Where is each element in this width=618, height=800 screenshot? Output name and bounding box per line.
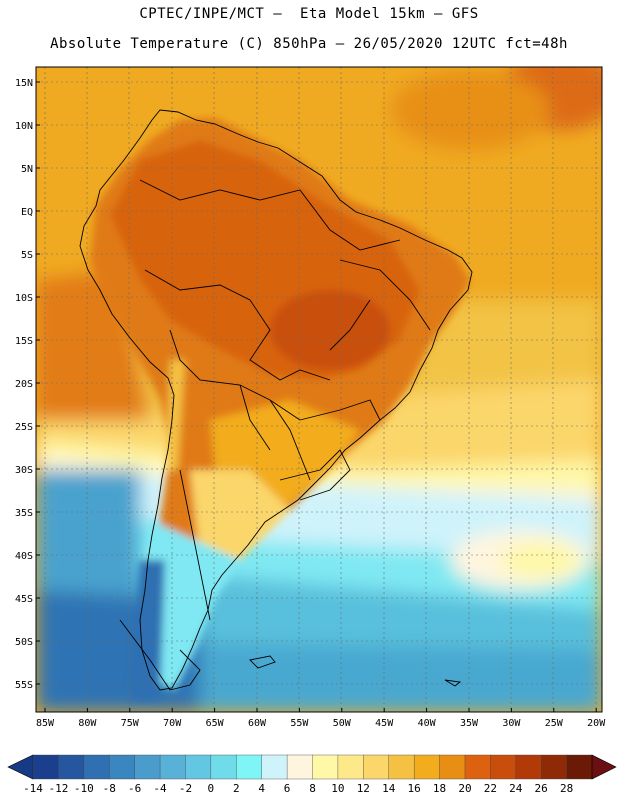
colorbar-swatch [185,754,212,780]
lon-label: 60W [248,718,267,729]
colorbar-swatch [439,754,466,780]
lat-label: 35S [15,508,33,519]
colorbar-label: -10 [73,782,94,795]
lon-label: 55W [290,718,309,729]
colorbar-swatch [337,754,364,780]
lon-label: 80W [78,718,97,729]
colorbar-swatch [312,754,339,780]
colorbar-swatch [490,754,517,780]
lat-label: EQ [21,207,33,218]
lon-label: 65W [206,718,225,729]
lat-label: 5N [21,164,33,175]
colorbar-label: 2 [232,782,240,795]
title-line-2: Absolute Temperature (C) 850hPa – 26/05/… [50,36,568,52]
colorbar-label: 22 [483,782,497,795]
map-frame [35,66,603,713]
lat-label: 50S [15,637,33,648]
colorbar-swatch [83,754,110,780]
colorbar-swatch [540,754,568,780]
colorbar-label: 10 [331,782,345,795]
colorbar-label: 24 [509,782,523,795]
colorbar-label: 8 [309,782,316,795]
colorbar-label: 4 [258,782,265,795]
country-borders [79,109,473,691]
colorbar-label: -12 [48,782,69,795]
colorbar-swatch [261,754,288,780]
colorbar-label: 14 [382,782,396,795]
colorbar-swatch [32,754,59,780]
title-line-1: CPTEC/INPE/MCT – Eta Model 15km – GFS [139,6,479,22]
colorbar-label: 6 [283,782,291,795]
colorbar-swatch [286,754,314,780]
lon-label: 50W [333,718,352,729]
colorbar-label: 26 [534,782,548,795]
colorbar-label: 16 [407,782,421,795]
colorbar-swatch [210,754,237,780]
colorbar-swatch [363,754,390,780]
colorbar-label: -14 [23,782,43,795]
lon-label: 70W [163,718,182,729]
lat-label: 10N [15,121,33,132]
colorbar-swatch [134,754,161,780]
lat-label: 5S [21,250,33,261]
colorbar-swatch [413,754,441,780]
colorbar [7,754,617,780]
colorbar-label: 20 [458,782,472,795]
colorbar-label: 18 [432,782,447,795]
lat-label: 15S [15,336,33,347]
lat-label: 10S [15,293,33,304]
lat-label: 45S [15,594,33,605]
lon-label: 85W [36,718,55,729]
colorbar-swatch [464,754,491,780]
colorbar-label: -6 [128,782,142,795]
lon-label: 25W [545,718,564,729]
colorbar-under-arrow [7,754,34,780]
lat-label: 25S [15,422,33,433]
colorbar-label: 12 [356,782,370,795]
colorbar-swatch [58,754,85,780]
colorbar-swatch [109,754,136,780]
latitude-axis: 15N 10N 5N EQ 5S 10S 15S 20S 25S 30S 35S 40S 45S 50S 5… [15,78,40,691]
colorbar-label: 28 [559,782,574,795]
lat-label: 55S [15,680,33,691]
colorbar-label: -4 [153,782,167,795]
colorbar-swatch [236,754,263,780]
lon-label: 35W [460,718,479,729]
lon-label: 40W [418,718,437,729]
colorbar-swatch [515,754,542,780]
lon-label: 20W [587,718,606,729]
lon-label: 30W [502,718,521,729]
lon-label: 75W [121,718,140,729]
lat-label: 15N [15,78,33,89]
colorbar-label: 0 [207,782,215,795]
lon-label: 45W [375,718,394,729]
lat-label: 20S [15,379,33,390]
lat-label: 30S [15,465,33,476]
lat-label: 40S [15,551,33,562]
colorbar-swatch [388,754,415,780]
colorbar-label: -2 [178,782,193,795]
colorbar-swatch [159,754,186,780]
colorbar-swatch [566,754,593,780]
colorbar-label: -8 [102,782,116,795]
longitude-axis: 85W 80W 75W 70W 65W 60W 55W 50W 45W 40W 35W 30W 25W 2… [36,708,606,729]
grid-lines [36,67,602,712]
colorbar-over-arrow [591,754,617,780]
